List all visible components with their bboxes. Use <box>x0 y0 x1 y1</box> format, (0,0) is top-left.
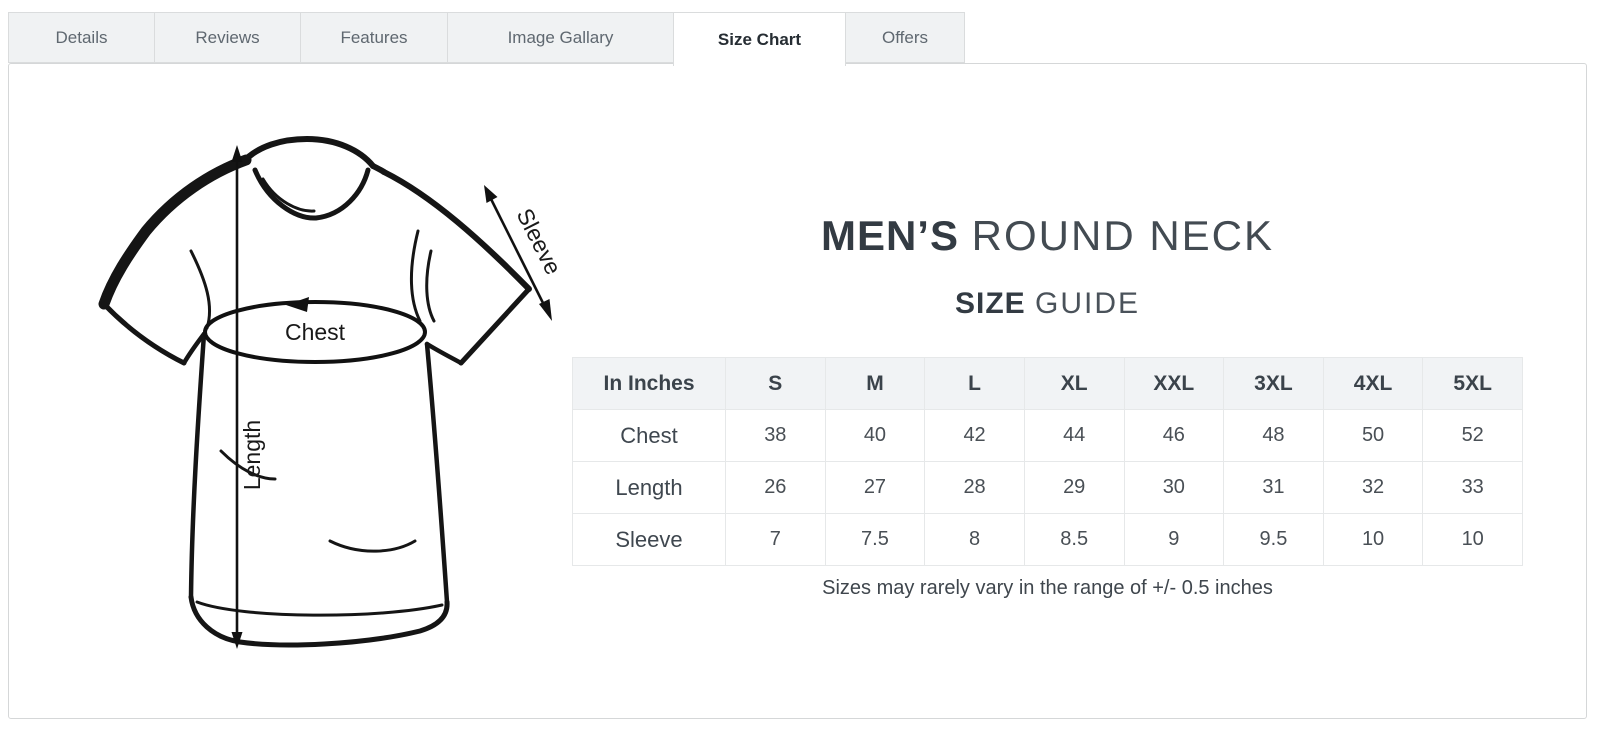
tab-size-chart[interactable]: Size Chart <box>673 12 846 66</box>
measurement-value-cell: 32 <box>1322 461 1424 514</box>
measurement-value-cell: 52 <box>1422 409 1523 462</box>
measurement-value-cell: 33 <box>1422 461 1523 514</box>
tab-reviews[interactable]: Reviews <box>154 12 301 63</box>
tab-features[interactable]: Features <box>300 12 448 63</box>
tab-label: Details <box>55 27 108 47</box>
unit-header-cell: In Inches <box>572 357 726 410</box>
size-header-cell: XL <box>1023 357 1125 410</box>
sleeve-measure-arrow <box>484 185 552 321</box>
size-table: In Inches S M L XL XXL 3XL 4XL 5XL Chest 38 40 42 44… <box>572 357 1523 566</box>
measurement-value-cell: 9 <box>1123 513 1225 566</box>
table-row: Length 26 27 28 29 30 31 32 33 <box>572 461 1523 514</box>
size-table-header: In Inches S M L XL XXL 3XL 4XL 5XL <box>572 357 1523 410</box>
measurement-label-cell: Chest <box>572 409 726 462</box>
measurement-value-cell: 26 <box>725 461 826 514</box>
size-header-cell: L <box>924 357 1025 410</box>
tab-label: Offers <box>882 27 928 47</box>
measurement-value-cell: 40 <box>824 409 926 462</box>
tab-label: Image Gallary <box>507 27 614 47</box>
measurement-value-cell: 10 <box>1322 513 1424 566</box>
sleeve-label: Sleeve <box>512 204 567 278</box>
size-header-cell: 3XL <box>1223 357 1324 410</box>
size-guide-title: MEN’S ROUND NECK <box>572 212 1523 260</box>
measurement-value-cell: 7.5 <box>824 513 926 566</box>
measurement-value-cell: 9.5 <box>1223 513 1324 566</box>
title-bold-part: MEN’S <box>820 212 959 259</box>
measurement-value-cell: 42 <box>924 409 1025 462</box>
tab-label: Size Chart <box>717 29 802 49</box>
size-header-cell: M <box>824 357 926 410</box>
size-header-cell: 5XL <box>1422 357 1523 410</box>
measurement-value-cell: 10 <box>1422 513 1523 566</box>
measurement-label-cell: Length <box>572 461 726 514</box>
measurement-value-cell: 7 <box>725 513 826 566</box>
measurement-value-cell: 27 <box>824 461 926 514</box>
subtitle-light-part: GUIDE <box>1035 287 1141 320</box>
tab-details[interactable]: Details <box>8 12 155 63</box>
size-table-body: Chest 38 40 42 44 46 48 50 52 Length 26 27 28 29 30 31 3… <box>572 409 1523 566</box>
tab-image-gallary[interactable]: Image Gallary <box>447 12 674 63</box>
length-measure-arrow <box>231 145 243 649</box>
length-label: Length <box>239 420 265 490</box>
measurement-value-cell: 29 <box>1023 461 1125 514</box>
chest-measure-ellipse <box>203 297 427 364</box>
tshirt-measurement-diagram: Chest Length Sleeve <box>90 135 567 650</box>
title-light-part: ROUND NECK <box>971 212 1275 259</box>
size-header-cell: 4XL <box>1322 357 1424 410</box>
size-variance-note: Sizes may rarely vary in the range of +/… <box>822 577 1273 599</box>
product-tabbar: Details Reviews Features Image Gallary Size … <box>8 12 965 66</box>
measurement-value-cell: 8 <box>924 513 1025 566</box>
measurement-label-cell: Sleeve <box>572 513 726 566</box>
measurement-value-cell: 8.5 <box>1023 513 1125 566</box>
measurement-value-cell: 30 <box>1123 461 1225 514</box>
tab-label: Features <box>340 27 408 47</box>
tshirt-drawing-icon: Chest Length Sleeve <box>98 136 567 649</box>
measurement-value-cell: 31 <box>1223 461 1324 514</box>
table-row: Chest 38 40 42 44 46 48 50 52 <box>572 409 1523 462</box>
measurement-value-cell: 38 <box>725 409 826 462</box>
measurement-value-cell: 46 <box>1123 409 1225 462</box>
subtitle-bold-part: SIZE <box>954 287 1026 320</box>
size-header-cell: XXL <box>1123 357 1225 410</box>
measurement-value-cell: 28 <box>924 461 1025 514</box>
chest-label: Chest <box>285 319 346 345</box>
size-header-cell: S <box>725 357 826 410</box>
measurement-value-cell: 50 <box>1322 409 1424 462</box>
table-row: Sleeve 7 7.5 8 8.5 9 9.5 10 10 <box>572 513 1523 566</box>
tab-offers[interactable]: Offers <box>845 12 965 63</box>
measurement-value-cell: 48 <box>1223 409 1324 462</box>
measurement-value-cell: 44 <box>1023 409 1125 462</box>
size-guide-subtitle: SIZE GUIDE <box>572 286 1523 322</box>
tab-label: Reviews <box>195 27 260 47</box>
